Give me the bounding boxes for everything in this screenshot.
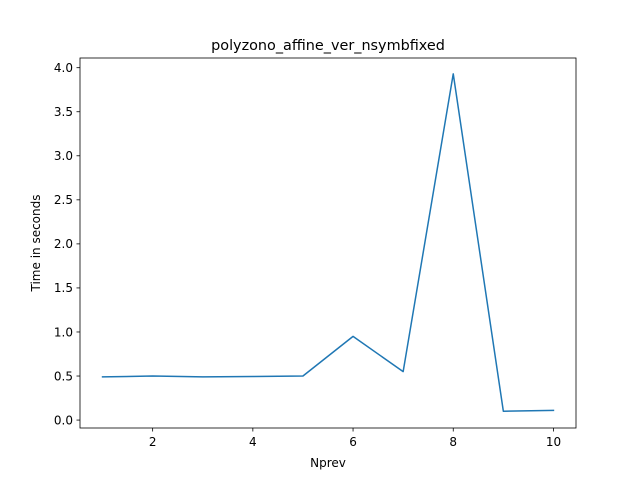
y-tick-label: 4.0 (54, 61, 73, 75)
y-tick-label: 3.5 (54, 105, 73, 119)
y-tick-label: 0.0 (54, 413, 73, 427)
x-tick-label: 2 (149, 435, 157, 449)
axes-frame (79, 57, 577, 429)
series-line-0 (101, 73, 555, 413)
y-tick-label: 1.5 (54, 281, 73, 295)
x-axis-label: Nprev (310, 456, 346, 470)
y-tick-label: 3.0 (54, 149, 73, 163)
x-tick-label: 8 (449, 435, 457, 449)
x-tick-label: 10 (546, 435, 561, 449)
plot-area: 2 4 6 8 10 0.0 0.5 1.0 1.5 2.0 2.5 3.0 3.5 4.0 (54, 57, 577, 449)
x-tick-label: 4 (249, 435, 257, 449)
y-axis-label: Time in seconds (29, 195, 43, 293)
y-tick-label: 1.0 (54, 325, 73, 339)
chart-title: polyzono_affine_ver_nsymbfixed (211, 38, 445, 54)
x-tick-label: 6 (349, 435, 357, 449)
y-tick-label: 2.5 (54, 193, 73, 207)
y-tick-label: 0.5 (54, 369, 73, 383)
y-tick-label: 2.0 (54, 237, 73, 251)
